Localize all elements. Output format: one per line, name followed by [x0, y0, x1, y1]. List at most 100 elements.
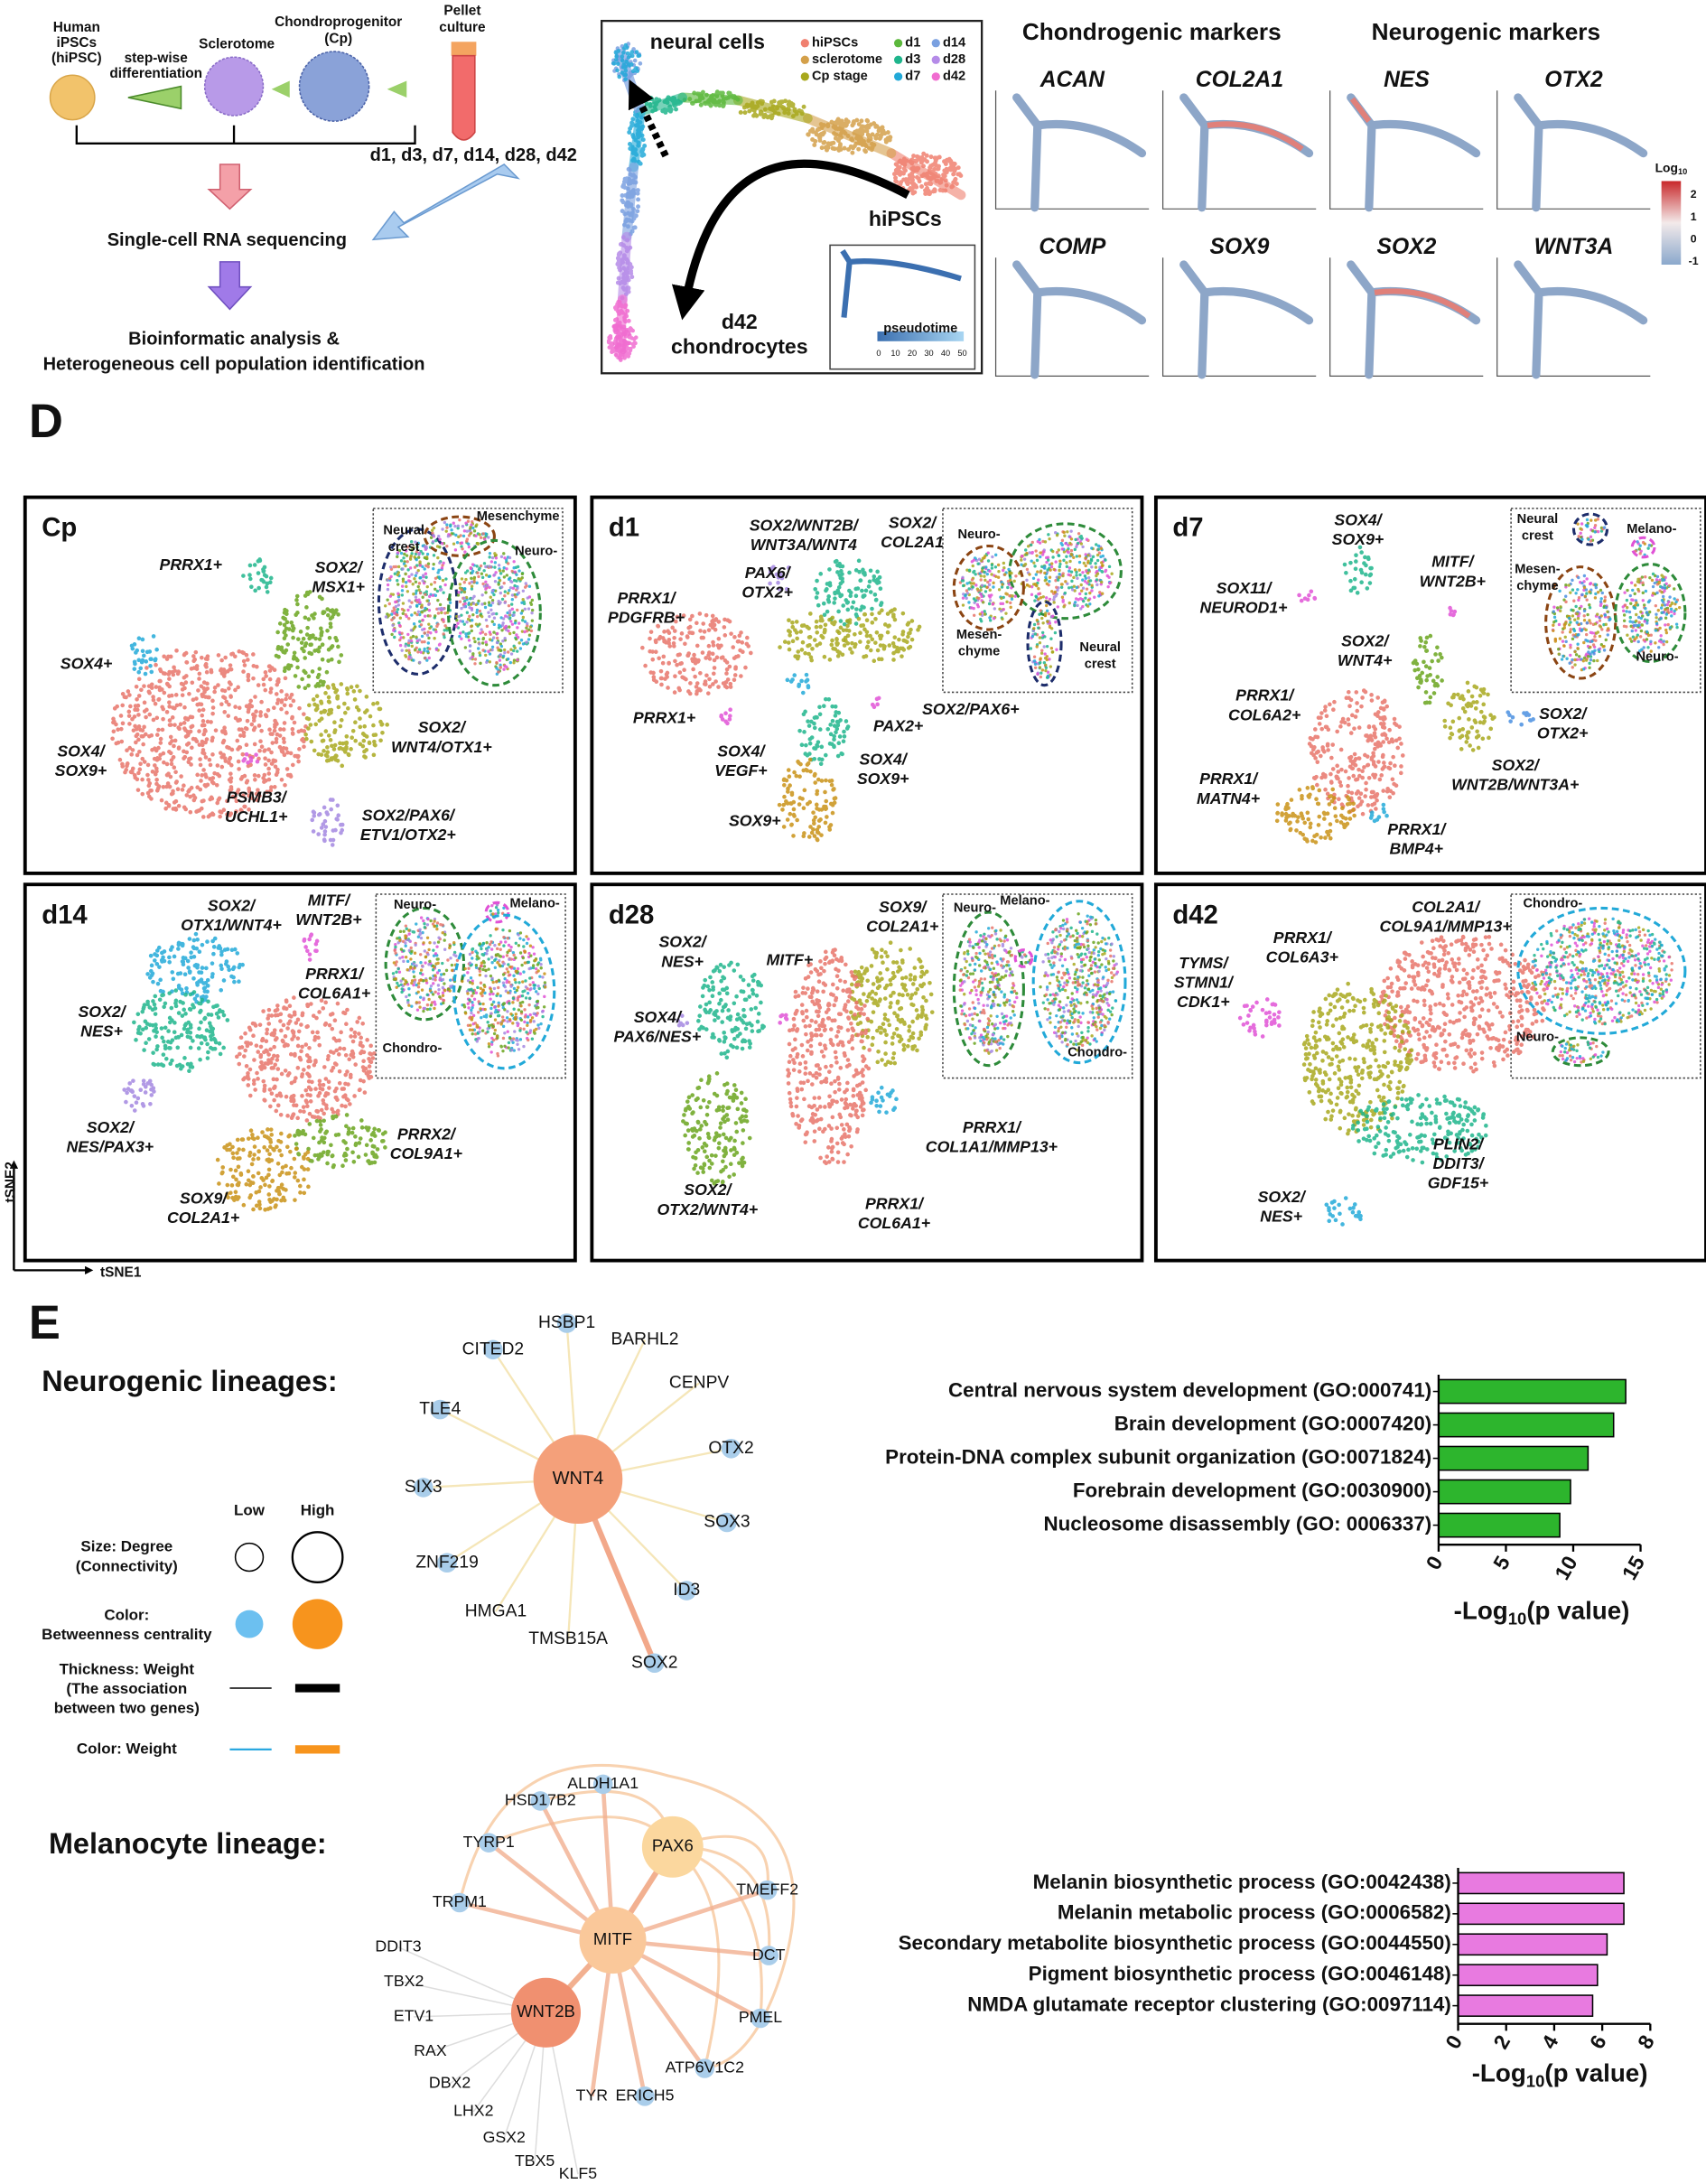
cell-dots — [777, 757, 838, 843]
label: D — [29, 396, 63, 448]
cell-dots — [768, 565, 791, 592]
x-axis-label: -Log10(p value) — [1472, 2059, 1648, 2090]
label: chyme — [958, 645, 1000, 659]
cell-dots — [383, 546, 450, 658]
label: SOX2/ — [87, 1118, 135, 1136]
label: Mesenchyme — [477, 509, 560, 524]
label: SOX2/ — [1341, 632, 1390, 650]
network-node — [479, 1833, 499, 1853]
label: Single-cell RNA sequencing — [107, 230, 347, 250]
label: MITF — [593, 1929, 632, 1948]
label: Cp stage — [812, 70, 868, 84]
mini-axis — [1161, 257, 1317, 377]
cell-dots — [241, 751, 260, 765]
label: WNT2B+ — [295, 910, 361, 929]
label: SOX11/ — [1217, 579, 1273, 597]
cell-dots — [490, 903, 498, 916]
cell-dots — [293, 1113, 387, 1170]
label: SIX3 — [405, 1478, 443, 1497]
cell-dots — [1639, 549, 1643, 553]
label: chondrocytes — [671, 335, 808, 359]
cell-dots — [1350, 1093, 1488, 1165]
label: pseudotime — [883, 322, 957, 336]
mini-axis — [1161, 90, 1317, 210]
label: Neuro- — [394, 898, 436, 912]
label: SOX9+ — [729, 812, 781, 830]
inset-box — [375, 893, 566, 1079]
network-node — [759, 1946, 779, 1965]
arrow-blue — [371, 163, 520, 241]
cell-dots — [132, 988, 230, 1074]
cell-dots — [836, 607, 922, 664]
mini-tree — [1179, 93, 1314, 212]
legend-color-high — [292, 1599, 343, 1649]
network-node — [450, 1892, 470, 1913]
label: ATP6V1C2 — [666, 2058, 744, 2077]
scale-label-base: Log — [1655, 160, 1678, 174]
category-label: Pigment biosynthetic process (GO:0046148… — [1029, 1963, 1451, 1985]
label: Sclerotome — [199, 36, 275, 51]
label: 20 — [908, 349, 917, 358]
cell-dots — [302, 932, 320, 962]
label: COMP — [1039, 235, 1106, 259]
bar — [1457, 1994, 1594, 2017]
label: PRRX1/ — [305, 965, 365, 983]
network-node — [635, 2086, 655, 2106]
cell-dots — [234, 995, 377, 1123]
label: MITF/ — [1431, 553, 1475, 571]
x-tick-label: 5 — [1488, 1552, 1515, 1573]
label: PRRX1/ — [1199, 770, 1259, 788]
mini-tree — [1514, 93, 1648, 212]
category-label: NMDA glutamate receptor clustering (GO:0… — [967, 1993, 1451, 2016]
label: MITF/ — [308, 891, 351, 909]
mini-axis — [1496, 257, 1651, 377]
trajectory-branch — [886, 148, 966, 201]
label: 10 — [890, 349, 900, 358]
label: 50 — [957, 349, 966, 358]
label: Neurogenic markers — [1372, 18, 1600, 45]
legend-swatch — [893, 55, 903, 64]
color-scale — [1661, 181, 1682, 265]
tsne-box — [1153, 495, 1706, 875]
label: TLE4 — [419, 1400, 461, 1419]
cell-dots — [1638, 544, 1646, 557]
label: OTX2 — [1544, 68, 1603, 92]
step-arrow — [271, 80, 290, 98]
label: Color: — [104, 1606, 149, 1623]
cell-dots — [1020, 540, 1104, 609]
label: SOX9+ — [857, 770, 909, 788]
label: Color: Weight — [77, 1740, 177, 1757]
category-label: Central nervous system development (GO:0… — [948, 1378, 1431, 1401]
mini-tree — [1179, 260, 1314, 379]
legend-size-low — [234, 1542, 265, 1573]
cell-dots — [1377, 934, 1546, 1074]
step-arrow — [127, 85, 182, 110]
trajectory-branch — [732, 95, 813, 124]
legend-swatch — [931, 72, 940, 81]
network-hub — [641, 1815, 704, 1878]
cell-dots — [1301, 981, 1414, 1136]
label: TBX2 — [384, 1972, 424, 1990]
label: Thickness: Weight — [60, 1660, 195, 1677]
label: DDIT3/ — [1432, 1154, 1485, 1172]
arrow-purple — [207, 261, 253, 311]
label: d1 — [609, 513, 639, 543]
label: NES+ — [661, 952, 704, 970]
legend-color-low — [235, 1610, 264, 1638]
inset-box — [942, 893, 1133, 1079]
cell-dots — [241, 557, 274, 594]
cell-dots — [458, 551, 534, 676]
x-axis-label-pre: -Log — [1454, 1597, 1508, 1625]
bar — [1438, 1445, 1589, 1471]
label: hiPSCs — [869, 207, 942, 230]
label: d7 — [905, 70, 920, 84]
cell-dots — [1562, 1041, 1600, 1059]
cell-dots — [1324, 1196, 1363, 1227]
label: Chondro- — [1523, 897, 1582, 911]
cell-dots — [1024, 958, 1032, 965]
trajectory-branch — [617, 231, 632, 304]
network-node — [717, 1512, 737, 1533]
label: Neural — [383, 523, 424, 537]
label: step-wise — [125, 51, 189, 66]
